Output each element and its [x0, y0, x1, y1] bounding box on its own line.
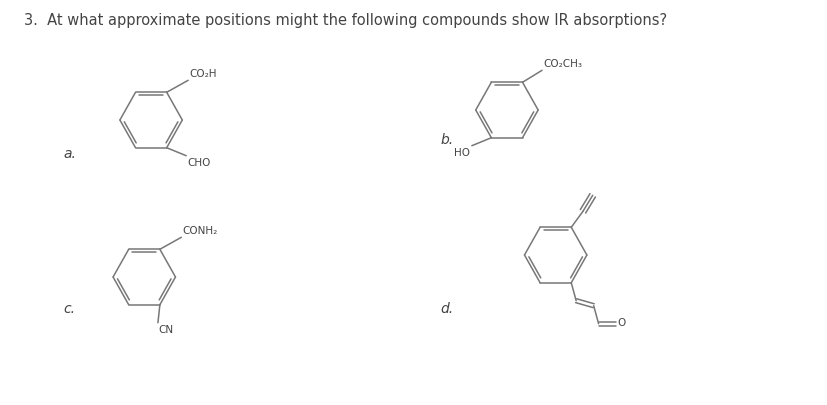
- Text: CN: CN: [158, 325, 173, 335]
- Text: d.: d.: [440, 302, 453, 316]
- Text: c.: c.: [64, 302, 75, 316]
- Text: HO: HO: [453, 148, 470, 158]
- Text: b.: b.: [440, 133, 453, 147]
- Text: O: O: [616, 318, 624, 328]
- Text: CO₂CH₃: CO₂CH₃: [543, 59, 581, 69]
- Text: CHO: CHO: [187, 158, 210, 168]
- Text: a.: a.: [64, 147, 76, 161]
- Text: 3.  At what approximate positions might the following compounds show IR absorpti: 3. At what approximate positions might t…: [24, 13, 667, 28]
- Text: CO₂H: CO₂H: [189, 69, 217, 79]
- Text: CONH₂: CONH₂: [182, 226, 218, 236]
